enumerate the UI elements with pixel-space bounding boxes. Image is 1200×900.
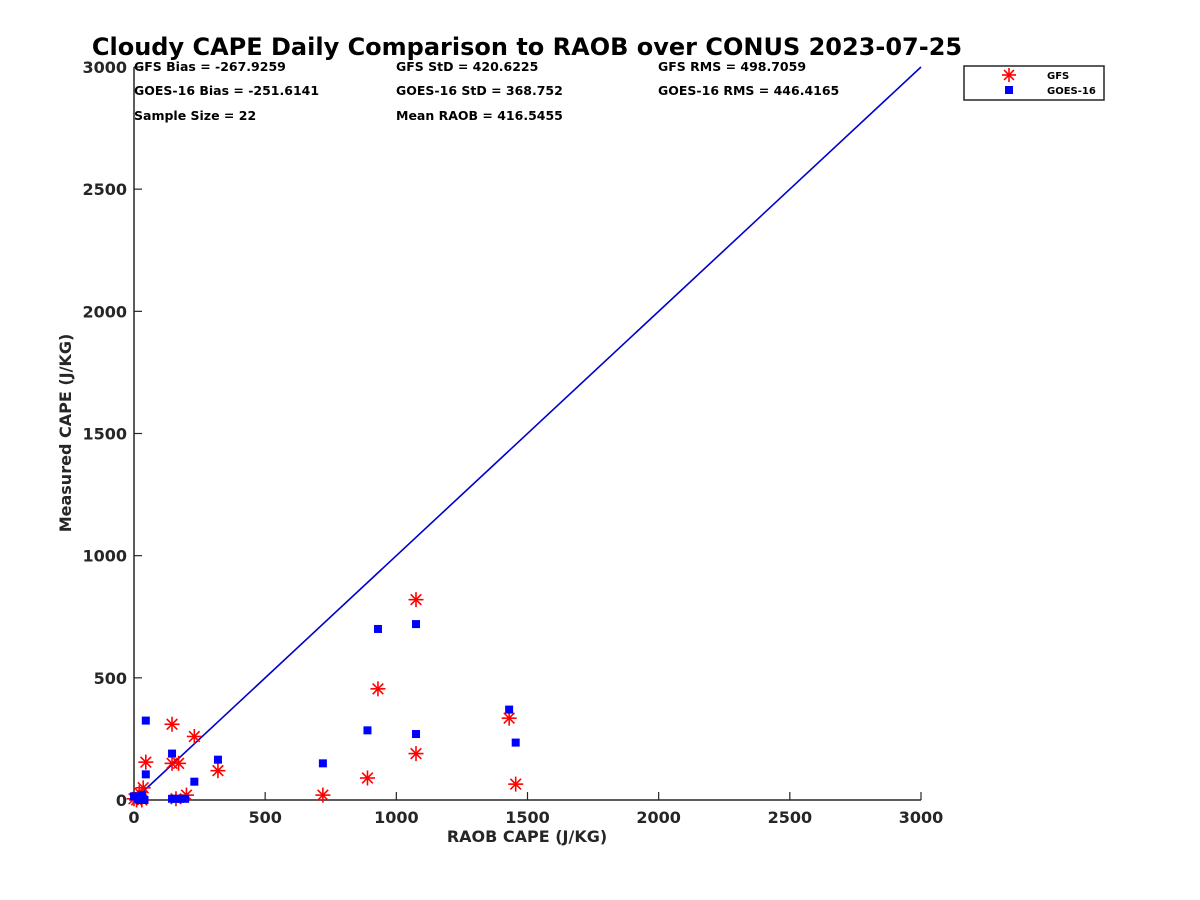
gfs-point <box>186 728 202 744</box>
x-tick-label: 3000 <box>899 808 944 827</box>
one-to-one-line <box>133 66 922 801</box>
goes16-point <box>168 749 177 758</box>
y-tick-label: 1500 <box>82 425 127 444</box>
goes16-series <box>130 620 520 804</box>
goes16-point <box>213 755 222 764</box>
x-tick-label: 0 <box>128 808 139 827</box>
gfs-point <box>171 755 187 771</box>
goes16-point <box>141 770 150 779</box>
y-tick-label: 1000 <box>82 547 127 566</box>
x-tick-label: 1500 <box>505 808 550 827</box>
gfs-point <box>359 770 375 786</box>
legend-gfs-asterisk <box>1002 68 1016 82</box>
goes16-point <box>412 730 421 739</box>
stat-text: GOES-16 StD = 368.752 <box>396 83 563 98</box>
stat-text: GFS StD = 420.6225 <box>396 59 538 74</box>
y-tick-label: 2500 <box>82 180 127 199</box>
goes16-point <box>412 620 421 629</box>
goes16-point <box>137 793 146 802</box>
gfs-point <box>508 776 524 792</box>
stats-annotation: GFS Bias = -267.9259 GFS StD = 420.6225 GF… <box>134 59 839 123</box>
goes16-point <box>141 716 150 725</box>
goes16-point <box>505 705 514 714</box>
y-tick-label: 0 <box>116 791 127 810</box>
stat-text: GFS RMS = 498.7059 <box>658 59 806 74</box>
gfs-point <box>164 716 180 732</box>
x-axis-label: RAOB CAPE (J/KG) <box>447 827 607 846</box>
stat-text: Sample Size = 22 <box>134 108 256 123</box>
tick-labels: 0 500 1000 1500 2000 2500 3000 0 500 1000 1500 2000… <box>82 58 943 827</box>
chart-title: Cloudy CAPE Daily Comparison to RAOB ove… <box>92 33 962 61</box>
goes16-point <box>363 726 372 735</box>
goes16-point <box>181 794 190 803</box>
gfs-point <box>408 592 424 608</box>
stat-text: GFS Bias = -267.9259 <box>134 59 286 74</box>
gfs-point <box>315 787 331 803</box>
goes16-point <box>318 759 327 768</box>
gfs-point <box>138 754 154 770</box>
x-tick-label: 2500 <box>768 808 813 827</box>
goes16-point <box>373 624 382 633</box>
gfs-point <box>408 746 424 762</box>
reference-line <box>133 66 922 801</box>
legend-goes16-label: GOES-16 <box>1047 86 1096 97</box>
y-tick-label: 2000 <box>82 302 127 321</box>
gfs-point <box>501 710 517 726</box>
y-axis-label: Measured CAPE (J/KG) <box>56 334 75 533</box>
gfs-point <box>370 681 386 697</box>
goes16-point <box>175 794 184 803</box>
x-tick-label: 500 <box>248 808 281 827</box>
x-tick-label: 1000 <box>374 808 419 827</box>
stat-text: GOES-16 Bias = -251.6141 <box>134 83 319 98</box>
legend-gfs-label: GFS <box>1047 71 1069 82</box>
stat-text: Mean RAOB = 416.5455 <box>396 108 563 123</box>
stat-text: GOES-16 RMS = 446.4165 <box>658 83 839 98</box>
goes16-point <box>511 738 520 747</box>
goes16-point <box>190 777 199 786</box>
legend-box <box>963 65 1105 101</box>
gfs-point <box>210 763 226 779</box>
x-tick-label: 2000 <box>636 808 681 827</box>
legend: GFS GOES-16 <box>963 65 1105 101</box>
legend-goes16-marker <box>1005 86 1013 94</box>
y-tick-label: 3000 <box>82 58 127 77</box>
legend-gfs-marker <box>1002 68 1016 82</box>
y-tick-label: 500 <box>94 669 127 688</box>
gfs-series <box>126 592 524 808</box>
